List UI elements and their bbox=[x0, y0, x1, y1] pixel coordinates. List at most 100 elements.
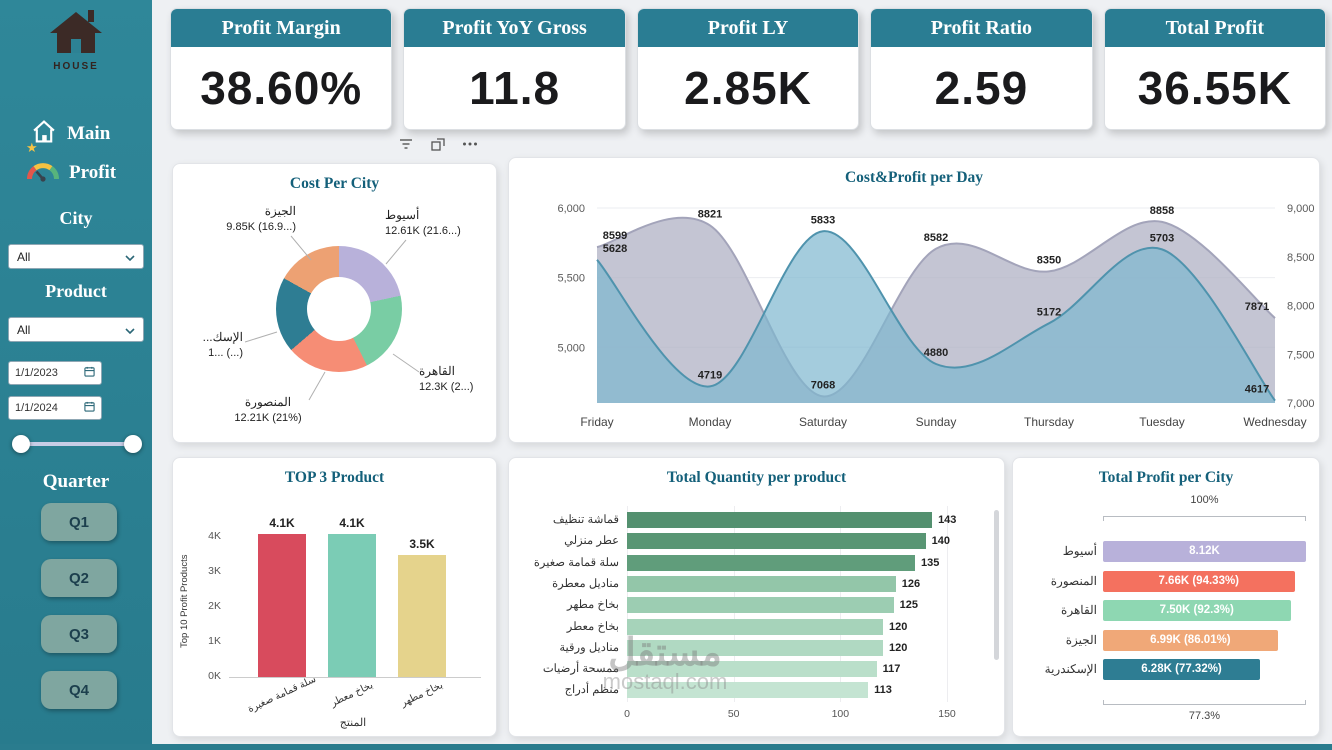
left-axis-tick: 5,500 bbox=[557, 273, 585, 285]
kpi-card-4[interactable]: Total Profit 36.55K bbox=[1103, 8, 1327, 130]
date-range-slider[interactable] bbox=[12, 434, 142, 454]
bar-value-label: 126 bbox=[901, 577, 921, 590]
kpi-value: 2.85K bbox=[684, 62, 812, 114]
kpi-card-0[interactable]: Profit Margin 38.60% bbox=[170, 8, 393, 130]
leader-line bbox=[244, 331, 278, 343]
bar-5[interactable] bbox=[627, 618, 883, 635]
slice-label: أسيوط bbox=[385, 208, 420, 222]
right-axis-tick: 9,000 bbox=[1287, 203, 1315, 215]
bottom-accent-strip bbox=[0, 744, 1332, 750]
kpi-title: Profit Margin bbox=[171, 9, 392, 47]
data-label: 5628 bbox=[603, 243, 627, 255]
y-axis-tick: 0K bbox=[208, 670, 221, 682]
bar-4[interactable]: 6.28K (77.32%) bbox=[1103, 659, 1260, 681]
date-from-input[interactable]: 1/1/2023 bbox=[8, 361, 102, 385]
quarter-button-q1[interactable]: Q1 bbox=[41, 503, 117, 541]
bar-value-label: 140 bbox=[931, 535, 951, 548]
slider-handle-start[interactable] bbox=[12, 435, 30, 453]
cost-per-city-chart-panel[interactable]: Cost Per City أسيوط 12.61K (21.6...) القاه… bbox=[172, 163, 497, 443]
top3-product-chart-panel[interactable]: TOP 3 Product Top 10 Profit Products 0K 1… bbox=[172, 457, 497, 737]
bar-value-label: 117 bbox=[882, 663, 901, 676]
kpi-title: Profit YoY Gross bbox=[404, 9, 625, 47]
date-to-input[interactable]: 1/1/2024 bbox=[8, 396, 102, 420]
bar-0[interactable]: 8.12K bbox=[1103, 541, 1306, 562]
brand-logo: HOUSE bbox=[36, 6, 116, 72]
nav-profit-label: Profit bbox=[69, 162, 117, 183]
quarter-button-q3[interactable]: Q3 bbox=[41, 615, 117, 653]
category-label: قماشة تنظيف bbox=[552, 514, 619, 526]
quarter-button-q2[interactable]: Q2 bbox=[41, 559, 117, 597]
kpi-card-1[interactable]: Profit YoY Gross 11.8 bbox=[403, 8, 626, 130]
kpi-card-3[interactable]: Profit Ratio 2.59 bbox=[870, 8, 1093, 130]
bar-2[interactable] bbox=[398, 554, 446, 677]
quarter-buttons: Q1 Q2 Q3 Q4 bbox=[41, 503, 117, 727]
sidebar: HOUSE ★ Main Profit City All bbox=[0, 0, 152, 750]
filter-icon[interactable] bbox=[398, 137, 414, 151]
area-chart[interactable]: 6,000 5,500 5,000 9,000 8,500 8,000 7,500 7,000… bbox=[509, 158, 1320, 443]
product-dropdown[interactable]: All bbox=[8, 317, 144, 342]
category-label: ممسحة أرضيات bbox=[542, 663, 619, 676]
area-line-cost bbox=[596, 216, 1276, 398]
bar-1[interactable] bbox=[328, 533, 376, 677]
profit-per-city-chart-panel[interactable]: Total Profit per City 100% 77.3% أسيوط 8.12… bbox=[1012, 457, 1320, 737]
kpi-title: Total Profit bbox=[1104, 9, 1326, 47]
data-label: 7871 bbox=[1245, 301, 1269, 313]
slice-value: 1... (...) bbox=[208, 346, 243, 359]
data-label: 5703 bbox=[1150, 232, 1174, 244]
slice-value: 12.3K (2...) bbox=[419, 380, 474, 393]
data-label: 8821 bbox=[698, 208, 722, 220]
kpi-value: 38.60% bbox=[200, 62, 363, 114]
chevron-down-icon bbox=[125, 323, 135, 337]
bar-0[interactable] bbox=[258, 533, 306, 677]
focus-mode-icon[interactable] bbox=[430, 137, 446, 151]
donut-hole bbox=[307, 277, 371, 341]
chart-title: Total Quantity per product bbox=[666, 469, 847, 486]
left-axis-tick: 5,000 bbox=[557, 342, 585, 354]
cost-profit-per-day-chart-panel[interactable]: Cost&Profit per Day 6,000 5,500 5,000 9,000… bbox=[508, 157, 1320, 443]
category-label: بخاخ معطر bbox=[566, 620, 619, 633]
kpi-value: 11.8 bbox=[469, 62, 561, 114]
data-label: 4719 bbox=[698, 369, 722, 381]
bar-value-label: 143 bbox=[938, 514, 957, 526]
bar-7[interactable] bbox=[627, 661, 877, 678]
total-quantity-chart-panel[interactable]: Total Quantity per product 0 50 100 150 قماش… bbox=[508, 457, 1005, 737]
bar-4[interactable] bbox=[627, 597, 894, 614]
city-dropdown[interactable]: All bbox=[8, 244, 144, 269]
bar-3[interactable] bbox=[627, 575, 896, 592]
bar-6[interactable] bbox=[627, 639, 883, 656]
bar-8[interactable] bbox=[627, 682, 869, 699]
slider-handle-end[interactable] bbox=[124, 435, 142, 453]
nav-item-profit[interactable]: Profit bbox=[26, 158, 116, 188]
bar-value-label: 4.1K bbox=[269, 515, 295, 530]
area-series-profit[interactable] bbox=[597, 231, 1275, 403]
house-logo-icon bbox=[44, 10, 108, 62]
slice-value: 12.61K (21.6...) bbox=[385, 224, 461, 237]
date-to-value: 1/1/2024 bbox=[15, 402, 58, 414]
bar-1[interactable]: 7.66K (94.33%) bbox=[1103, 570, 1295, 592]
bar-3[interactable]: 6.99K (86.01%) bbox=[1103, 629, 1278, 651]
slice-label: الإسك... bbox=[202, 330, 243, 344]
category-label: المنصورة bbox=[1050, 573, 1097, 588]
quarter-button-q4[interactable]: Q4 bbox=[41, 671, 117, 709]
category-label: مناديل ورقية bbox=[559, 641, 619, 654]
kpi-card-2[interactable]: Profit LY 2.85K bbox=[636, 8, 860, 130]
donut-callout-2: المنصورة 12.21K (21%) bbox=[218, 395, 318, 425]
bar-0[interactable] bbox=[627, 512, 933, 528]
product-dropdown-value: All bbox=[17, 322, 31, 337]
bar-2[interactable]: 7.50K (92.3%) bbox=[1103, 600, 1291, 622]
y-axis-tick: 1K bbox=[208, 635, 221, 647]
bar-2[interactable] bbox=[627, 554, 915, 571]
nav-item-main[interactable]: ★ Main bbox=[26, 118, 110, 155]
scrollbar[interactable] bbox=[994, 510, 999, 660]
bar-1[interactable] bbox=[627, 533, 926, 550]
more-options-icon[interactable] bbox=[462, 137, 478, 151]
gauge-icon bbox=[26, 158, 60, 188]
donut-chart-area: أسيوط 12.61K (21.6...) القاهرة 12.3K (2...)… bbox=[173, 164, 496, 442]
chart-title: Cost&Profit per Day bbox=[844, 169, 984, 186]
quarter-filter-label: Quarter bbox=[42, 471, 110, 492]
chart-title: Total Profit per City bbox=[1098, 469, 1234, 486]
gridline bbox=[947, 506, 948, 702]
donut-callout-3: الإسك... 1... (...) bbox=[179, 330, 243, 360]
data-label: 5172 bbox=[1037, 306, 1061, 318]
category-label: بخاخ مطهر bbox=[567, 599, 619, 612]
